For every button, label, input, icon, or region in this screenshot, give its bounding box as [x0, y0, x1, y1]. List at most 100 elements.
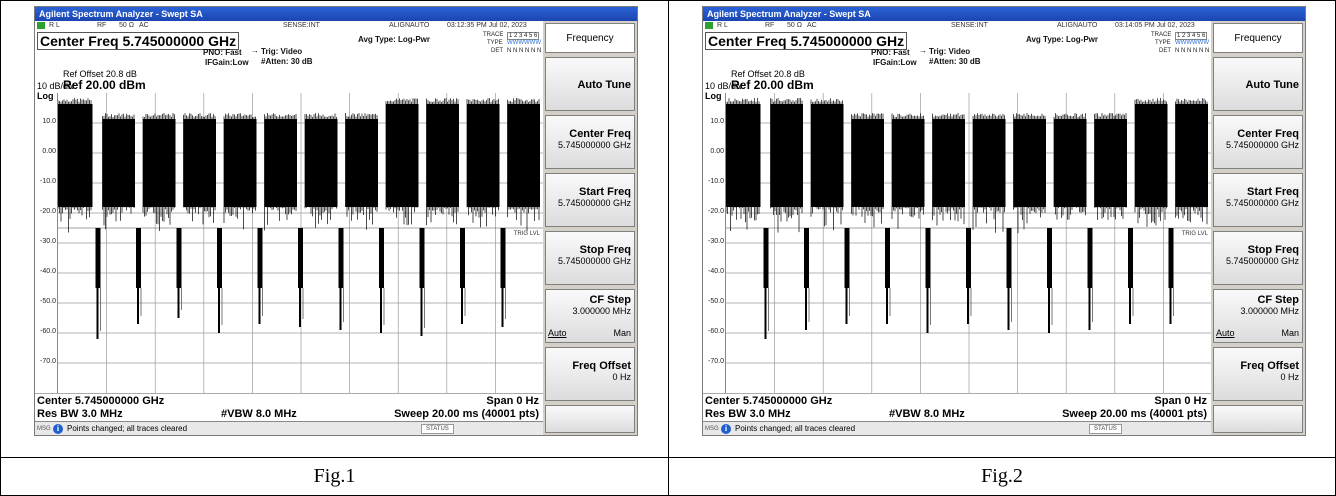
freq-offset-label: Freq Offset — [1240, 360, 1299, 372]
rf-label: RF — [97, 22, 107, 29]
y-tick-label: -20.0 — [40, 208, 56, 215]
trace-numbers: 1 2 3 4 5 6 — [507, 32, 540, 40]
gap-spike — [217, 228, 222, 288]
gap-spike — [1006, 228, 1012, 288]
pno-label: PNO: Fast — [203, 48, 242, 57]
gap-spike — [136, 228, 141, 288]
rl-label: R L — [717, 22, 728, 29]
start-freq-label: Start Freq — [579, 186, 631, 198]
blank-softkey — [545, 405, 635, 433]
burst-noise — [770, 98, 803, 233]
burst-noise — [1013, 113, 1046, 234]
y-tick-label: -50.0 — [40, 298, 56, 305]
stop-freq-value: 5.745000000 GHz — [1225, 256, 1299, 266]
freq-offset-value: 0 Hz — [1280, 372, 1299, 382]
atten-label: #Atten: 30 dB — [929, 57, 981, 66]
stop-freq-button[interactable]: Stop Freq 5.745000000 GHz — [1213, 231, 1303, 285]
footer-sweep: Sweep 20.00 ms (40001 pts) — [1062, 408, 1207, 420]
gap-spike — [763, 228, 769, 288]
gap-spike — [844, 228, 850, 288]
atten-label: #Atten: 30 dB — [261, 57, 313, 66]
burst-noise — [58, 98, 92, 233]
softkey-panel: Frequency Auto Tune Center Freq 5.7450000… — [543, 21, 637, 435]
trace-plot[interactable]: TRIG LVL — [725, 93, 1212, 393]
gap-spike — [379, 228, 384, 288]
ref-offset: Ref Offset 20.8 dB — [731, 69, 805, 79]
y-tick-label: -60.0 — [708, 328, 724, 335]
pno-label: PNO: Fast — [871, 48, 910, 57]
trigger-level-label: TRIG LVL — [1181, 231, 1208, 237]
ref-offset: Ref Offset 20.8 dB — [63, 69, 137, 79]
stop-freq-button[interactable]: Stop Freq 5.745000000 GHz — [545, 231, 635, 285]
gap-spike — [338, 228, 344, 288]
rl-label: R L — [49, 22, 60, 29]
type-label: TYPE — [487, 40, 503, 46]
start-freq-button[interactable]: Start Freq 5.745000000 GHz — [1213, 173, 1303, 227]
footer-sweep: Sweep 20.00 ms (40001 pts) — [394, 408, 539, 420]
center-freq-button[interactable]: Center Freq 5.745000000 GHz — [545, 115, 635, 169]
message-text: Points changed; all traces cleared — [67, 424, 188, 433]
info-icon: i — [721, 424, 731, 434]
footer-center-freq: Center 5.745000000 GHz — [705, 395, 833, 407]
freq-offset-button[interactable]: Freq Offset 0 Hz — [545, 347, 635, 401]
auto-tune-button[interactable]: Auto Tune — [1213, 57, 1303, 111]
burst-noise — [932, 113, 965, 226]
burst-noise — [1134, 98, 1167, 227]
avg-type-label: Avg Type: Log-Pwr — [1026, 35, 1098, 44]
y-tick-label: 0.00 — [42, 148, 56, 155]
cf-step-label: CF Step — [589, 294, 631, 306]
center-freq-label: Center Freq — [1237, 128, 1299, 140]
gap-spike — [885, 228, 890, 288]
burst-noise — [304, 113, 337, 228]
freq-offset-value: 0 Hz — [612, 372, 631, 382]
status-label: STATUS — [421, 424, 454, 434]
message-text: Points changed; all traces cleared — [735, 424, 856, 433]
burst-noise — [466, 98, 499, 228]
burst-noise — [223, 113, 256, 230]
info-icon: i — [53, 424, 63, 434]
stop-freq-label: Stop Freq — [579, 244, 631, 256]
start-freq-value: 5.745000000 GHz — [557, 198, 631, 208]
menu-title-frequency: Frequency — [1213, 23, 1303, 53]
cf-step-man: Man — [613, 328, 631, 338]
ok-indicator-icon — [705, 22, 713, 29]
scale-label: 10 dB/div — [37, 81, 75, 91]
center-freq-button[interactable]: Center Freq 5.745000000 GHz — [1213, 115, 1303, 169]
cf-step-button[interactable]: CF Step 3.000000 MHz Auto Man — [1213, 289, 1303, 343]
trace-numbers: 1 2 3 4 5 6 — [1175, 32, 1208, 40]
burst-noise — [891, 113, 924, 229]
center-freq-header[interactable]: Center Freq 5.745000000 GHz — [705, 32, 908, 50]
gap-spike — [95, 228, 101, 288]
footer-span: Span 0 Hz — [1154, 395, 1207, 407]
message-bar: MSG i Points changed; all traces cleared… — [703, 421, 1211, 435]
y-tick-label: -30.0 — [40, 238, 56, 245]
window-title: Agilent Spectrum Analyzer - Swept SA — [39, 9, 203, 19]
blank-softkey — [1213, 405, 1303, 433]
y-tick-label: -60.0 — [40, 328, 56, 335]
cf-step-man: Man — [1281, 328, 1299, 338]
auto-tune-button[interactable]: Auto Tune — [545, 57, 635, 111]
cf-step-label: CF Step — [1257, 294, 1299, 306]
y-tick-label: -10.0 — [40, 178, 56, 185]
burst-envelope — [58, 104, 93, 207]
trigger-level-label: TRIG LVL — [513, 231, 540, 237]
freq-offset-button[interactable]: Freq Offset 0 Hz — [1213, 347, 1303, 401]
y-tick-label: 10.0 — [42, 118, 56, 125]
gap-spike — [176, 228, 182, 288]
y-tick-label: -40.0 — [708, 268, 724, 275]
scale-label: 10 dB/div — [705, 81, 743, 91]
y-tick-label: 0.00 — [710, 148, 724, 155]
burst-noise — [851, 113, 884, 228]
start-freq-button[interactable]: Start Freq 5.745000000 GHz — [545, 173, 635, 227]
det-label: DET — [1159, 48, 1171, 54]
cf-step-auto: Auto — [1216, 328, 1235, 338]
gap-spike — [419, 228, 425, 288]
center-freq-header[interactable]: Center Freq 5.745000000 GHz — [37, 32, 240, 50]
trace-plot[interactable]: TRIG LVL — [57, 93, 544, 393]
burst-noise — [1094, 113, 1127, 220]
window-title-bar: Agilent Spectrum Analyzer - Swept SA — [703, 7, 1305, 21]
cf-step-button[interactable]: CF Step 3.000000 MHz Auto Man — [545, 289, 635, 343]
y-tick-label: -50.0 — [708, 298, 724, 305]
timestamp: 03:12:35 PM Jul 02, 2023 — [447, 22, 527, 29]
gap-spike — [925, 228, 931, 288]
